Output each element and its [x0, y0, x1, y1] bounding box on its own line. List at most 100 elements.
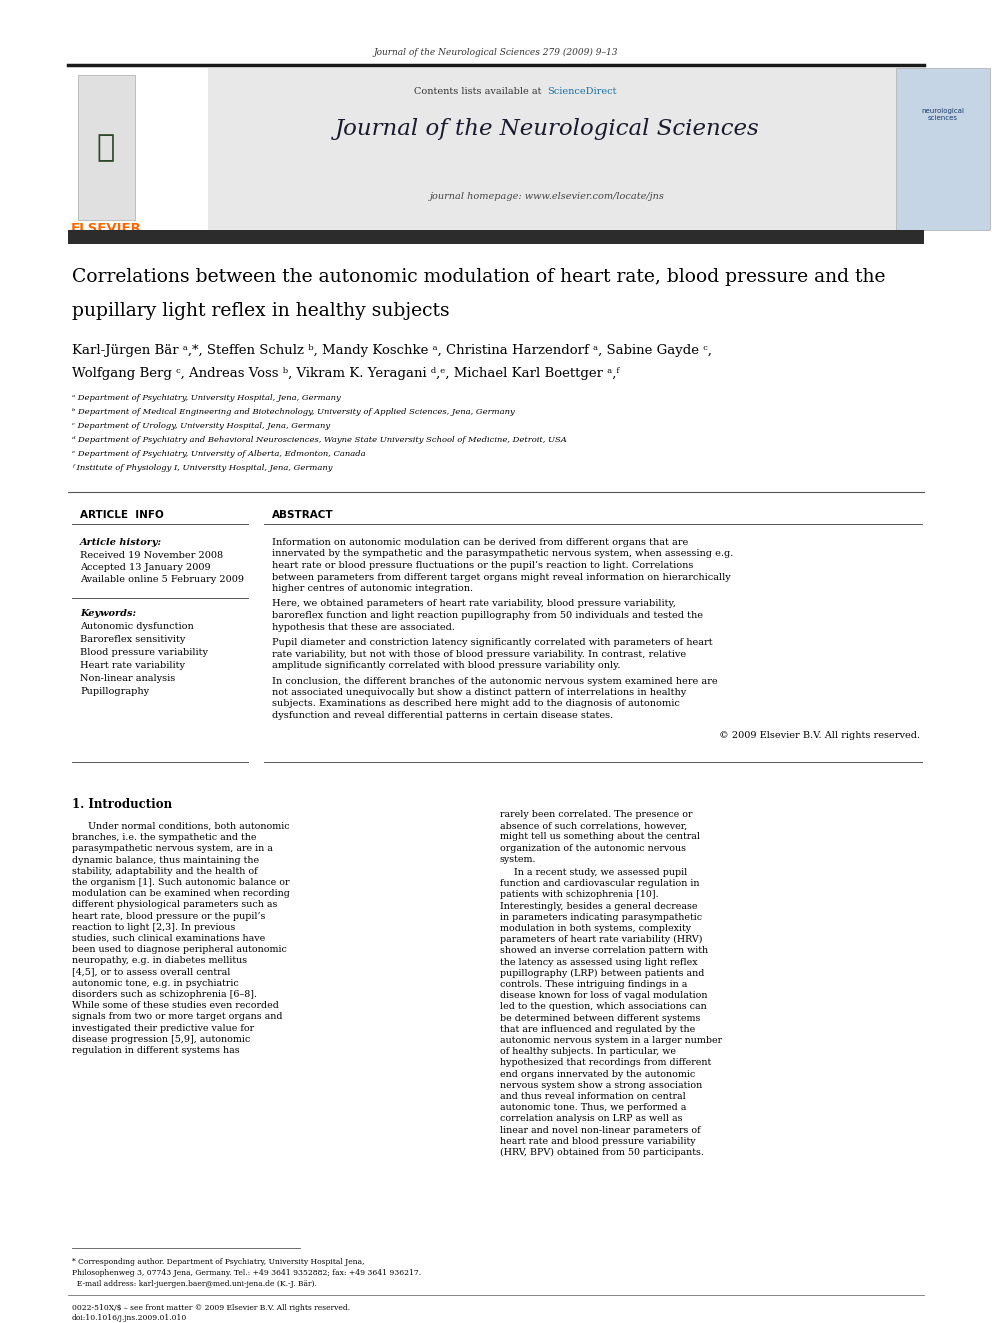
Text: Here, we obtained parameters of heart rate variability, blood pressure variabili: Here, we obtained parameters of heart ra… [272, 599, 676, 609]
Text: disease known for loss of vagal modulation: disease known for loss of vagal modulati… [500, 991, 707, 1000]
Text: showed an inverse correlation pattern with: showed an inverse correlation pattern wi… [500, 946, 708, 955]
Bar [896, 67, 990, 230]
Text: Baroreflex sensitivity: Baroreflex sensitivity [80, 635, 186, 644]
Text: autonomic nervous system in a larger number: autonomic nervous system in a larger num… [500, 1036, 722, 1045]
Bar [68, 67, 208, 230]
Text: 🌲: 🌲 [97, 134, 115, 163]
Text: ᵉ Department of Psychiatry, University of Alberta, Edmonton, Canada: ᵉ Department of Psychiatry, University o… [72, 450, 366, 458]
Text: controls. These intriguing findings in a: controls. These intriguing findings in a [500, 980, 687, 990]
Text: ELSEVIER: ELSEVIER [70, 222, 142, 235]
Text: While some of these studies even recorded: While some of these studies even recorde… [72, 1002, 279, 1011]
Text: (HRV, BPV) obtained from 50 participants.: (HRV, BPV) obtained from 50 participants… [500, 1148, 704, 1158]
Text: Correlations between the autonomic modulation of heart rate, blood pressure and : Correlations between the autonomic modul… [72, 269, 886, 286]
Text: end organs innervated by the autonomic: end organs innervated by the autonomic [500, 1069, 695, 1078]
Text: neurological
sciences: neurological sciences [922, 108, 964, 122]
Text: not associated unequivocally but show a distinct pattern of interrelations in he: not associated unequivocally but show a … [272, 688, 686, 697]
Text: autonomic tone, e.g. in psychiatric: autonomic tone, e.g. in psychiatric [72, 979, 239, 988]
Text: ABSTRACT: ABSTRACT [272, 509, 333, 520]
Text: parasympathetic nervous system, are in a: parasympathetic nervous system, are in a [72, 844, 273, 853]
Text: Keywords:: Keywords: [80, 609, 136, 618]
Text: been used to diagnose peripheral autonomic: been used to diagnose peripheral autonom… [72, 945, 287, 954]
Text: might tell us something about the central: might tell us something about the centra… [500, 832, 700, 841]
Text: © 2009 Elsevier B.V. All rights reserved.: © 2009 Elsevier B.V. All rights reserved… [719, 730, 920, 740]
Text: * Corresponding author. Department of Psychiatry, University Hospital Jena,: * Corresponding author. Department of Ps… [72, 1258, 364, 1266]
Text: heart rate and blood pressure variability: heart rate and blood pressure variabilit… [500, 1136, 695, 1146]
Text: the latency as assessed using light reflex: the latency as assessed using light refl… [500, 958, 697, 967]
Text: branches, i.e. the sympathetic and the: branches, i.e. the sympathetic and the [72, 833, 257, 843]
Text: baroreflex function and light reaction pupillography from 50 individuals and tes: baroreflex function and light reaction p… [272, 611, 703, 620]
Text: function and cardiovascular regulation in: function and cardiovascular regulation i… [500, 880, 699, 888]
Text: hypothesis that these are associated.: hypothesis that these are associated. [272, 623, 455, 631]
Text: neuropathy, e.g. in diabetes mellitus: neuropathy, e.g. in diabetes mellitus [72, 957, 247, 966]
Text: ᵃ Department of Psychiatry, University Hospital, Jena, Germany: ᵃ Department of Psychiatry, University H… [72, 394, 340, 402]
Text: rate variability, but not with those of blood pressure variability. In contrast,: rate variability, but not with those of … [272, 650, 686, 659]
Text: dynamic balance, thus maintaining the: dynamic balance, thus maintaining the [72, 856, 259, 865]
Text: Karl-Jürgen Bär ᵃ,*, Steffen Schulz ᵇ, Mandy Koschke ᵃ, Christina Harzendorf ᵃ, : Karl-Jürgen Bär ᵃ,*, Steffen Schulz ᵇ, M… [72, 344, 712, 357]
Text: heart rate, blood pressure or the pupil’s: heart rate, blood pressure or the pupil’… [72, 912, 266, 921]
Text: In a recent study, we assessed pupil: In a recent study, we assessed pupil [514, 868, 687, 877]
Text: led to the question, which associations can: led to the question, which associations … [500, 1003, 706, 1011]
Text: [4,5], or to assess overall central: [4,5], or to assess overall central [72, 967, 230, 976]
Text: 0022-510X/$ – see front matter © 2009 Elsevier B.V. All rights reserved.: 0022-510X/$ – see front matter © 2009 El… [72, 1304, 350, 1312]
Text: nervous system show a strong association: nervous system show a strong association [500, 1081, 702, 1090]
Text: Available online 5 February 2009: Available online 5 February 2009 [80, 576, 244, 583]
Bar [68, 230, 924, 243]
Text: absence of such correlations, however,: absence of such correlations, however, [500, 822, 687, 831]
Text: Journal of the Neurological Sciences: Journal of the Neurological Sciences [335, 118, 760, 140]
Text: regulation in different systems has: regulation in different systems has [72, 1046, 240, 1054]
Text: ᶠ Institute of Physiology I, University Hospital, Jena, Germany: ᶠ Institute of Physiology I, University … [72, 464, 332, 472]
Text: ᵇ Department of Medical Engineering and Biotechnology, University of Applied Sci: ᵇ Department of Medical Engineering and … [72, 407, 515, 415]
Text: linear and novel non-linear parameters of: linear and novel non-linear parameters o… [500, 1126, 700, 1135]
Text: pupillography (LRP) between patients and: pupillography (LRP) between patients and [500, 968, 704, 978]
Text: Autonomic dysfunction: Autonomic dysfunction [80, 622, 193, 631]
Text: Information on autonomic modulation can be derived from different organs that ar: Information on autonomic modulation can … [272, 538, 688, 546]
Text: Pupil diameter and constriction latency significantly correlated with parameters: Pupil diameter and constriction latency … [272, 638, 712, 647]
Text: the organism [1]. Such autonomic balance or: the organism [1]. Such autonomic balance… [72, 878, 290, 886]
Text: modulation in both systems, complexity: modulation in both systems, complexity [500, 923, 691, 933]
Text: pupillary light reflex in healthy subjects: pupillary light reflex in healthy subjec… [72, 302, 449, 320]
Text: Under normal conditions, both autonomic: Under normal conditions, both autonomic [88, 822, 290, 831]
Text: investigated their predictive value for: investigated their predictive value for [72, 1024, 254, 1032]
Text: Article history:: Article history: [80, 538, 162, 546]
Text: 1. Introduction: 1. Introduction [72, 798, 173, 811]
Text: Wolfgang Berg ᶜ, Andreas Voss ᵇ, Vikram K. Yeragani ᵈ,ᵉ, Michael Karl Boettger ᵃ: Wolfgang Berg ᶜ, Andreas Voss ᵇ, Vikram … [72, 366, 619, 380]
Text: dysfunction and reveal differential patterns in certain disease states.: dysfunction and reveal differential patt… [272, 710, 613, 720]
Text: higher centres of autonomic integration.: higher centres of autonomic integration. [272, 583, 473, 593]
Text: Journal of the Neurological Sciences 279 (2009) 9–13: Journal of the Neurological Sciences 279… [374, 48, 618, 57]
Text: modulation can be examined when recording: modulation can be examined when recordin… [72, 889, 290, 898]
Text: Interestingly, besides a general decrease: Interestingly, besides a general decreas… [500, 901, 697, 910]
Text: rarely been correlated. The presence or: rarely been correlated. The presence or [500, 810, 692, 819]
Text: of healthy subjects. In particular, we: of healthy subjects. In particular, we [500, 1048, 676, 1056]
Text: stability, adaptability and the health of: stability, adaptability and the health o… [72, 867, 258, 876]
Text: be determined between different systems: be determined between different systems [500, 1013, 700, 1023]
Text: Accepted 13 January 2009: Accepted 13 January 2009 [80, 564, 210, 572]
Text: ARTICLE  INFO: ARTICLE INFO [80, 509, 164, 520]
Text: parameters of heart rate variability (HRV): parameters of heart rate variability (HR… [500, 935, 702, 945]
Text: between parameters from different target organs might reveal information on hier: between parameters from different target… [272, 573, 731, 582]
Text: Pupillography: Pupillography [80, 687, 149, 696]
Text: Received 19 November 2008: Received 19 November 2008 [80, 550, 223, 560]
Text: Philosophenweg 3, 07743 Jena, Germany. Tel.: +49 3641 9352882; fax: +49 3641 936: Philosophenweg 3, 07743 Jena, Germany. T… [72, 1269, 422, 1277]
Text: amplitude significantly correlated with blood pressure variability only.: amplitude significantly correlated with … [272, 662, 621, 669]
Text: reaction to light [2,3]. In previous: reaction to light [2,3]. In previous [72, 923, 235, 931]
Text: ScienceDirect: ScienceDirect [548, 87, 617, 97]
Text: heart rate or blood pressure fluctuations or the pupil’s reaction to light. Corr: heart rate or blood pressure fluctuation… [272, 561, 693, 570]
Bar [78, 75, 135, 220]
Text: studies, such clinical examinations have: studies, such clinical examinations have [72, 934, 265, 943]
Text: Non-linear analysis: Non-linear analysis [80, 673, 176, 683]
Text: Blood pressure variability: Blood pressure variability [80, 648, 208, 658]
Text: Heart rate variability: Heart rate variability [80, 662, 185, 669]
Text: organization of the autonomic nervous: organization of the autonomic nervous [500, 844, 686, 852]
Text: Contents lists available at: Contents lists available at [414, 87, 545, 97]
Text: correlation analysis on LRP as well as: correlation analysis on LRP as well as [500, 1114, 682, 1123]
Text: In conclusion, the different branches of the autonomic nervous system examined h: In conclusion, the different branches of… [272, 676, 717, 685]
Text: ᶜ Department of Urology, University Hospital, Jena, Germany: ᶜ Department of Urology, University Hosp… [72, 422, 330, 430]
Text: in parameters indicating parasympathetic: in parameters indicating parasympathetic [500, 913, 702, 922]
Text: disease progression [5,9], autonomic: disease progression [5,9], autonomic [72, 1035, 250, 1044]
Text: patients with schizophrenia [10].: patients with schizophrenia [10]. [500, 890, 659, 900]
Text: ᵈ Department of Psychiatry and Behavioral Neurosciences, Wayne State University : ᵈ Department of Psychiatry and Behaviora… [72, 437, 566, 445]
Text: doi:10.1016/j.jns.2009.01.010: doi:10.1016/j.jns.2009.01.010 [72, 1314, 187, 1322]
Text: innervated by the sympathetic and the parasympathetic nervous system, when asses: innervated by the sympathetic and the pa… [272, 549, 733, 558]
Text: and thus reveal information on central: and thus reveal information on central [500, 1091, 685, 1101]
Text: that are influenced and regulated by the: that are influenced and regulated by the [500, 1025, 695, 1033]
